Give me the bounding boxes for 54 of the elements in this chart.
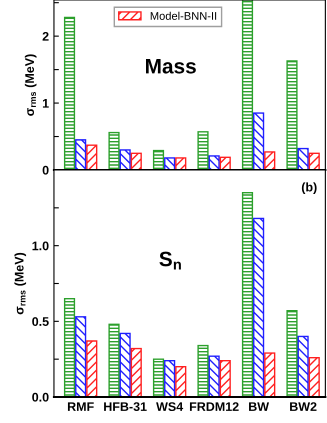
bar — [264, 151, 276, 170]
bar — [264, 352, 276, 397]
x-tick-label: HFB-31 — [104, 402, 147, 412]
bar — [298, 148, 309, 170]
bar — [208, 355, 220, 397]
x-tick-label: RMF — [68, 402, 94, 411]
bar — [64, 16, 76, 170]
annotation: (b) — [302, 182, 317, 194]
bar — [152, 150, 164, 170]
x-tick-label: FRDM12 — [190, 402, 239, 411]
bar — [220, 156, 231, 170]
bar — [75, 316, 86, 397]
bar — [197, 131, 209, 170]
bar — [242, 192, 254, 397]
bar — [64, 298, 76, 397]
y-axis-title: σ$_{rms}$ (MeV) — [14, 252, 26, 314]
bar — [197, 344, 209, 397]
bar — [120, 149, 131, 170]
y-tick-label: 1.0 — [32, 241, 49, 250]
bar — [108, 324, 120, 397]
bar — [175, 157, 186, 170]
y-tick-label: 0 — [42, 166, 49, 175]
bar — [253, 218, 264, 397]
bar — [253, 112, 264, 170]
bar — [130, 348, 142, 397]
bar — [286, 310, 298, 397]
x-tick-label: BW2 — [290, 402, 317, 411]
bar — [286, 60, 298, 170]
bar — [152, 358, 164, 397]
bar — [130, 152, 142, 170]
bar — [308, 152, 320, 170]
x-tick-label: WS4 — [156, 402, 184, 412]
y-tick-label: 2 — [42, 32, 49, 41]
x-tick-label: BW — [249, 402, 270, 411]
bar — [86, 340, 98, 397]
bar — [86, 144, 98, 170]
annotation: Mass — [146, 59, 196, 74]
bar — [308, 356, 320, 397]
legend-label: Model-BNN-II — [150, 12, 216, 20]
bar — [208, 155, 220, 170]
y-tick-label: 0.5 — [32, 317, 49, 326]
y-axis-title: σ$_{rms}$ (MeV) — [24, 54, 36, 116]
bar — [120, 332, 131, 397]
bar — [164, 157, 176, 170]
bar — [164, 360, 176, 397]
bar — [242, 0, 254, 170]
y-tick-label: 0.0 — [32, 392, 49, 402]
bar — [175, 366, 186, 397]
annotation: S$_{n}$ — [159, 252, 181, 270]
bar — [75, 139, 86, 170]
bar — [298, 336, 309, 397]
bar — [108, 132, 120, 170]
bar — [220, 360, 231, 397]
y-tick-label: 1 — [42, 99, 49, 108]
